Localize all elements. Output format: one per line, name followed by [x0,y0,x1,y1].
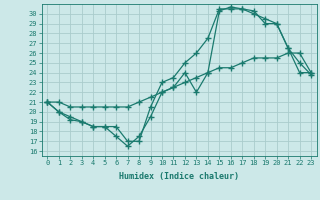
X-axis label: Humidex (Indice chaleur): Humidex (Indice chaleur) [119,172,239,181]
